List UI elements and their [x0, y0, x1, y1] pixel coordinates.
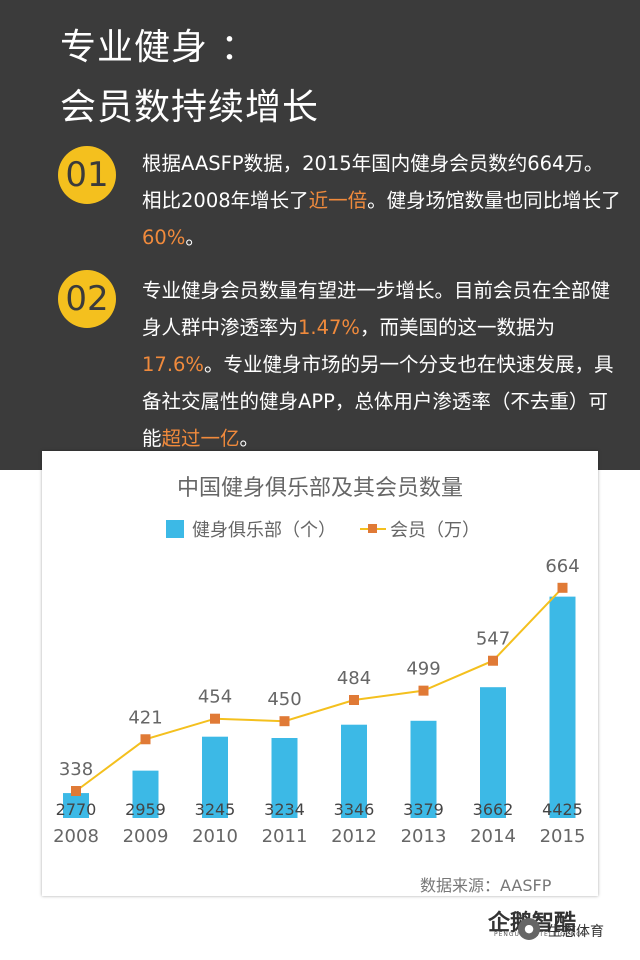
body-text: ，而美国的这一数据为: [359, 316, 555, 339]
highlight-text: 17.6%: [142, 353, 204, 376]
body-text: 专业健身会员数量有望进一步增长。目前会员在全部健身人群中渗透率为: [142, 279, 611, 339]
highlight-text: 1.47%: [298, 316, 360, 339]
member-point-2011: [279, 716, 290, 727]
bar-2015: [549, 596, 576, 818]
member-label-2014: 547: [476, 629, 510, 650]
member-label-2009: 421: [128, 707, 162, 728]
page-title-line2: 会员数持续增长: [60, 87, 320, 128]
member-point-2009: [140, 734, 151, 745]
legend-marker-swatch: [368, 524, 377, 533]
member-label-2008: 338: [59, 759, 93, 780]
highlight-text: 超过一亿: [161, 427, 240, 450]
highlight-text: 60%: [142, 226, 186, 249]
legend-bar-swatch: [166, 520, 184, 538]
member-label-2012: 484: [337, 668, 371, 689]
x-tick-2012: 2012: [331, 826, 377, 847]
bar-label-2008: 2770: [56, 800, 97, 819]
highlight-text: 近一倍: [308, 189, 368, 212]
bar-label-2014: 3662: [473, 800, 514, 819]
bar-2009: [132, 770, 159, 818]
legend-clubs: 健身俱乐部（个）: [192, 520, 336, 541]
member-point-2008: [71, 786, 81, 796]
point-1-text: 根据AASFP数据，2015年国内健身会员数约664万。相比2008年增长了近一…: [142, 145, 622, 256]
chart-title: 中国健身俱乐部及其会员数量: [176, 476, 463, 501]
body-text: 。: [239, 427, 260, 450]
member-label-2010: 454: [198, 687, 232, 708]
x-tick-2008: 2008: [53, 826, 99, 847]
x-tick-2009: 2009: [123, 826, 169, 847]
bar-label-2011: 3234: [264, 800, 305, 819]
member-label-2015: 664: [545, 556, 579, 577]
bar-2011: [271, 737, 298, 818]
bar-2013: [410, 720, 437, 818]
penguin-logo-subtext: PENGUIN INTELLIGENCE: [494, 931, 587, 938]
x-tick-2010: 2010: [192, 826, 238, 847]
bar-2014: [480, 687, 506, 818]
header-panel: [0, 0, 640, 470]
body-text: 根据AASFP数据，2015年国内健身会员数约664万。相比2008年增长了: [142, 152, 604, 212]
member-line: [75, 587, 564, 792]
bar-2010: [202, 736, 228, 818]
point-2-badge: 02: [58, 270, 116, 328]
x-tick-2011: 2011: [262, 826, 308, 847]
bar-label-2012: 3346: [334, 800, 375, 819]
member-label-2011: 450: [267, 689, 301, 710]
member-label-2013: 499: [406, 659, 440, 680]
member-point-2010: [210, 713, 220, 724]
member-point-2012: [349, 694, 359, 705]
legend-members: 会员（万）: [390, 520, 480, 541]
bar-label-2009: 2959: [125, 800, 166, 819]
point-1-badge: 01: [58, 146, 116, 204]
chart-card: [42, 451, 598, 896]
watermark-account: 生态体育: [548, 924, 604, 940]
page-title-line1: 专业健身 ：: [60, 27, 258, 68]
x-tick-2015: 2015: [540, 826, 586, 847]
wechat-icon: ●: [518, 918, 540, 940]
x-tick-2014: 2014: [470, 826, 516, 847]
point-2-text: 专业健身会员数量有望进一步增长。目前会员在全部健身人群中渗透率为1.47%，而美…: [142, 272, 622, 457]
bar-label-2015: 4425: [542, 800, 583, 819]
bar-label-2013: 3379: [403, 800, 444, 819]
bar-label-2010: 3245: [195, 800, 236, 819]
bar-2012: [341, 724, 367, 818]
member-point-2015: [557, 582, 568, 593]
member-point-2013: [418, 685, 429, 696]
member-point-2014: [488, 655, 498, 666]
bar-2008: [63, 793, 89, 818]
body-text: 。健身场馆数量也同比增长了: [367, 189, 621, 212]
chart-source: 数据来源：AASFP: [420, 876, 552, 895]
x-tick-2013: 2013: [401, 826, 447, 847]
body-text: 。: [185, 226, 205, 249]
body-text: 。专业健身市场的另一个分支也在快速发展，具备社交属性的健身APP，总体用户渗透率…: [142, 353, 614, 450]
